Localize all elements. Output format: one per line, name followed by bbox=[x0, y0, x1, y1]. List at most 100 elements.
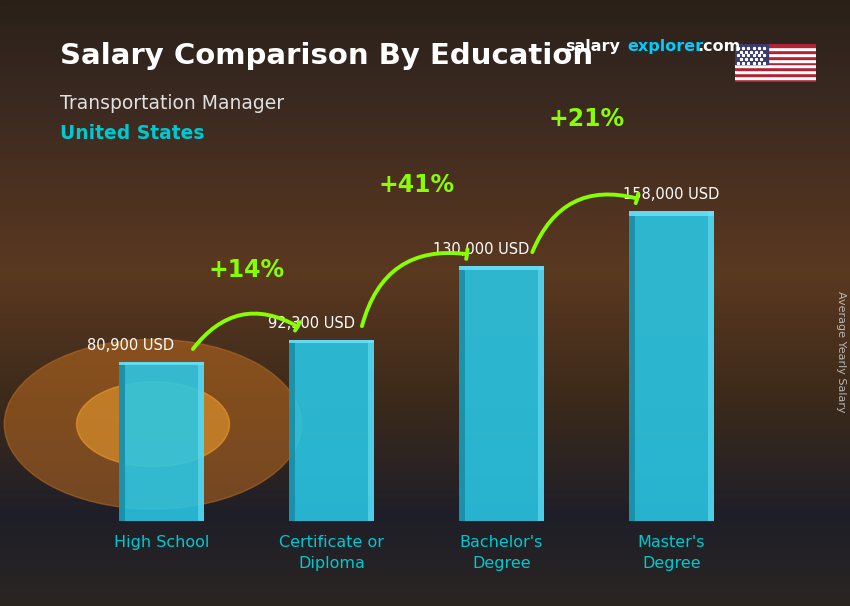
Bar bbox=[0, 473, 850, 476]
Bar bbox=[0, 579, 850, 582]
Bar bbox=[735, 79, 816, 82]
Bar bbox=[0, 548, 850, 551]
Bar bbox=[735, 44, 816, 47]
Bar bbox=[0, 127, 850, 130]
Bar bbox=[0, 339, 850, 342]
Bar bbox=[459, 265, 465, 521]
Bar bbox=[0, 427, 850, 430]
Bar bbox=[0, 73, 850, 76]
Bar bbox=[735, 62, 816, 64]
Bar bbox=[0, 433, 850, 436]
Text: salary: salary bbox=[565, 39, 620, 55]
Bar bbox=[0, 133, 850, 136]
Text: +21%: +21% bbox=[548, 107, 625, 131]
Bar bbox=[735, 47, 816, 50]
Bar bbox=[0, 279, 850, 282]
Bar bbox=[0, 515, 850, 518]
Bar bbox=[0, 491, 850, 494]
Bar bbox=[629, 211, 714, 521]
Bar bbox=[0, 121, 850, 124]
Bar bbox=[0, 324, 850, 327]
Bar bbox=[735, 64, 816, 67]
Bar bbox=[0, 509, 850, 512]
Text: Average Yearly Salary: Average Yearly Salary bbox=[836, 291, 846, 412]
Bar bbox=[0, 336, 850, 339]
Bar bbox=[0, 388, 850, 391]
Bar bbox=[0, 167, 850, 170]
Bar bbox=[0, 42, 850, 45]
Bar bbox=[0, 76, 850, 79]
Bar bbox=[0, 424, 850, 427]
Bar bbox=[0, 476, 850, 479]
Bar bbox=[0, 412, 850, 415]
Bar bbox=[0, 136, 850, 139]
Bar bbox=[0, 182, 850, 185]
Bar bbox=[0, 282, 850, 285]
Bar bbox=[735, 53, 816, 56]
Bar bbox=[0, 206, 850, 209]
Bar bbox=[0, 415, 850, 418]
Bar bbox=[0, 315, 850, 318]
Bar bbox=[0, 454, 850, 458]
Bar bbox=[0, 233, 850, 236]
Bar bbox=[0, 200, 850, 203]
Bar bbox=[0, 155, 850, 158]
Bar bbox=[0, 142, 850, 145]
Bar bbox=[0, 561, 850, 564]
Text: 80,900 USD: 80,900 USD bbox=[88, 338, 174, 353]
Bar bbox=[0, 106, 850, 109]
Bar bbox=[629, 211, 635, 521]
Bar bbox=[0, 218, 850, 221]
Bar bbox=[0, 330, 850, 333]
Bar bbox=[0, 421, 850, 424]
Bar bbox=[0, 527, 850, 530]
Bar bbox=[0, 333, 850, 336]
Bar bbox=[0, 79, 850, 82]
Bar bbox=[0, 358, 850, 361]
Bar bbox=[0, 251, 850, 255]
Bar bbox=[0, 245, 850, 248]
Bar bbox=[0, 3, 850, 6]
Bar bbox=[0, 567, 850, 570]
Bar bbox=[0, 91, 850, 94]
Bar bbox=[0, 48, 850, 52]
Bar bbox=[0, 533, 850, 536]
Bar bbox=[0, 391, 850, 394]
Bar bbox=[735, 56, 816, 59]
Text: +41%: +41% bbox=[378, 173, 455, 196]
Bar bbox=[0, 124, 850, 127]
Bar bbox=[0, 145, 850, 148]
Bar bbox=[0, 521, 850, 524]
Text: 158,000 USD: 158,000 USD bbox=[623, 187, 720, 202]
Bar bbox=[0, 367, 850, 370]
Bar bbox=[0, 312, 850, 315]
Bar bbox=[0, 179, 850, 182]
Bar bbox=[0, 382, 850, 385]
Bar bbox=[0, 321, 850, 324]
Text: Salary Comparison By Education: Salary Comparison By Education bbox=[60, 42, 592, 70]
Bar bbox=[0, 400, 850, 403]
Bar bbox=[0, 409, 850, 412]
Bar bbox=[0, 21, 850, 24]
Bar bbox=[0, 236, 850, 239]
Bar bbox=[0, 33, 850, 36]
Bar bbox=[459, 265, 544, 521]
Text: United States: United States bbox=[60, 124, 204, 143]
Bar bbox=[0, 376, 850, 379]
Bar bbox=[0, 230, 850, 233]
Bar bbox=[0, 503, 850, 506]
Bar bbox=[0, 294, 850, 297]
Bar bbox=[0, 355, 850, 358]
Bar bbox=[538, 265, 544, 521]
Bar bbox=[0, 361, 850, 364]
Bar bbox=[0, 239, 850, 242]
Bar bbox=[0, 506, 850, 509]
Ellipse shape bbox=[76, 382, 230, 467]
Bar bbox=[0, 600, 850, 603]
Bar bbox=[708, 211, 714, 521]
Bar bbox=[0, 52, 850, 55]
Bar bbox=[735, 73, 816, 76]
Bar bbox=[0, 558, 850, 561]
Bar bbox=[0, 494, 850, 497]
Bar bbox=[0, 267, 850, 270]
